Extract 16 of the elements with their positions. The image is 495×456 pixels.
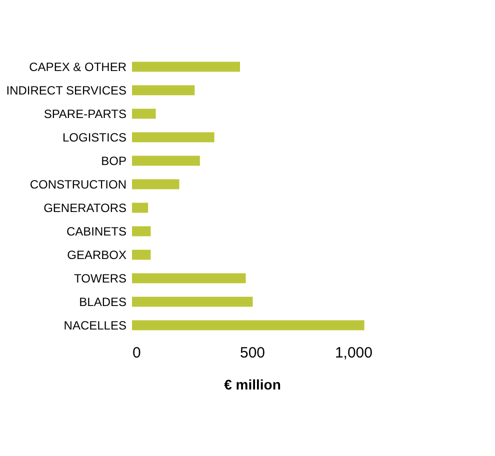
y-tick-label: SPARE-PARTS	[44, 106, 126, 121]
x-axis-title: € million	[224, 376, 281, 392]
y-tick-label: GENERATORS	[44, 200, 126, 215]
y-tick-label: BOP	[101, 154, 126, 168]
y-tick-label: CONSTRUCTION	[30, 177, 126, 192]
x-tick-label: 1,000	[334, 344, 372, 362]
y-tick-label: CABINETS	[66, 224, 126, 238]
y-tick-label: TOWERS	[74, 271, 126, 286]
x-tick-label: 0	[132, 344, 141, 362]
y-tick-label: BLADES	[79, 294, 126, 309]
y-tick-label: GEARBOX	[67, 248, 126, 262]
y-tick-label: NACELLES	[64, 318, 126, 332]
y-tick-label: LOGISTICS	[62, 130, 126, 144]
y-tick-label: INDIRECT SERVICES	[6, 83, 126, 98]
x-tick-label: 500	[240, 344, 266, 362]
y-tick-label: CAPEX & OTHER	[29, 60, 127, 74]
